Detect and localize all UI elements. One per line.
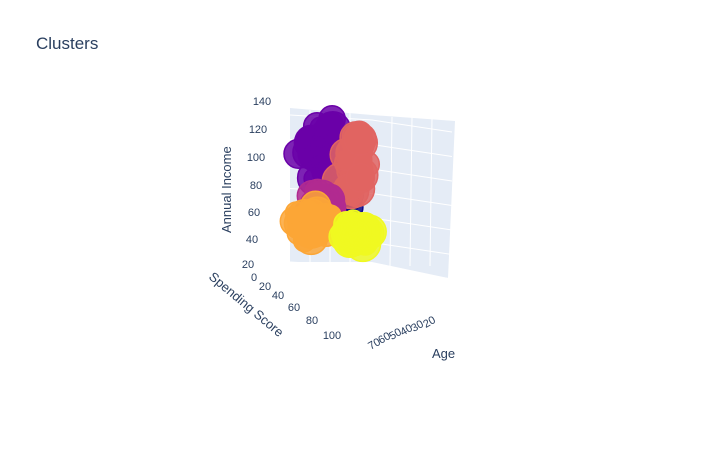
y-tick-label: 0: [251, 272, 257, 284]
x-tick-label: 70: [366, 336, 383, 353]
chart-title: Clusters: [36, 34, 99, 53]
y-tick-label: 40: [272, 290, 284, 302]
back-wall-right: [372, 115, 455, 278]
y-tick-label: 60: [288, 302, 300, 314]
z-tick-label: 80: [250, 180, 262, 192]
z-tick-label: 40: [246, 234, 258, 246]
x-tick-label: 50: [387, 326, 404, 343]
cluster-yellow[interactable]: [328, 209, 387, 263]
x-tick-label: 60: [376, 330, 393, 347]
z-tick-label: 60: [248, 207, 260, 219]
y-axis-label: Spending Score: [206, 269, 287, 340]
data-point[interactable]: [341, 225, 369, 253]
y-tick-label: 100: [323, 330, 341, 342]
z-tick-label: 20: [242, 259, 254, 271]
x-tick-label: 20: [421, 314, 438, 331]
data-point[interactable]: [343, 122, 377, 156]
x-tick-label: 30: [409, 318, 426, 335]
z-tick-label: 120: [249, 124, 267, 136]
y-tick-label: 80: [306, 315, 318, 327]
data-markers[interactable]: [279, 105, 387, 263]
data-point[interactable]: [345, 162, 376, 193]
z-tick-label: 140: [253, 96, 271, 108]
z-axis-label: Annual Income: [219, 146, 234, 233]
x-tick-label: 40: [398, 322, 415, 339]
axis-ticks: 2040608010012014002040608010070605040302…: [242, 96, 438, 353]
z-tick-label: 100: [247, 152, 265, 164]
data-point[interactable]: [284, 201, 308, 224]
y-tick-label: 20: [259, 281, 271, 293]
x-axis-label: Age: [432, 346, 455, 361]
